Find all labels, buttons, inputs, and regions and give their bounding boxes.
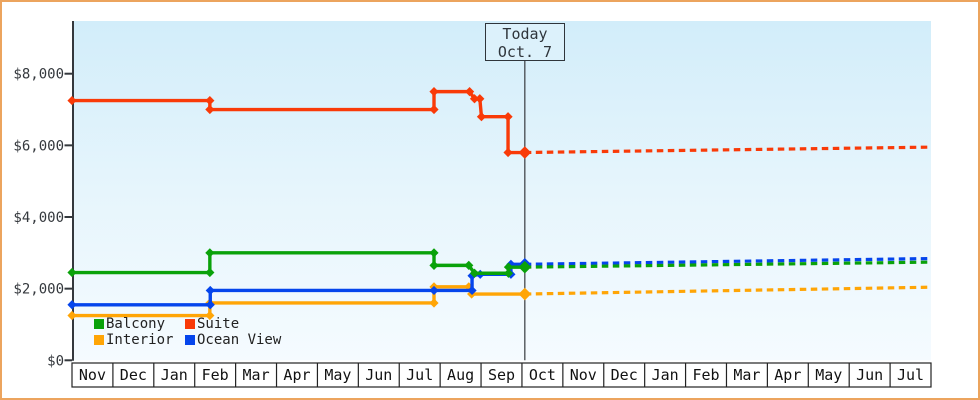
legend-item-interior: Interior <box>94 331 185 348</box>
y-axis-label: $0 <box>47 353 64 369</box>
data-point <box>518 146 532 159</box>
month-label: Mar <box>733 366 760 384</box>
month-label: Jan <box>161 366 188 384</box>
month-label: Jul <box>897 366 924 384</box>
month-label: Feb <box>202 366 229 384</box>
legend-item-balcony: Balcony <box>94 315 185 332</box>
month-label: Feb <box>692 366 719 384</box>
x-axis-row <box>71 362 932 388</box>
month-label: Oct <box>529 366 556 384</box>
legend-item-suite: Suite <box>185 315 281 332</box>
data-point <box>503 268 514 278</box>
y-axis-label: $2,000 <box>13 282 64 298</box>
month-label: Dec <box>611 366 638 384</box>
month-label: Sep <box>488 366 515 384</box>
today-title: Today <box>502 25 548 43</box>
data-point <box>475 94 485 104</box>
data-point <box>67 310 77 321</box>
series-projection-interior <box>524 285 931 296</box>
series-projection-ocean-view <box>524 256 931 266</box>
legend-label-balcony: Balcony <box>106 315 166 332</box>
data-point <box>429 104 439 115</box>
y-axis-label: $6,000 <box>13 138 64 154</box>
data-point <box>205 310 215 321</box>
data-point <box>518 260 532 274</box>
data-point <box>467 285 477 296</box>
data-point <box>476 112 487 122</box>
data-point <box>67 95 77 106</box>
series-projection-suite <box>524 145 931 155</box>
interior-swatch-icon <box>94 334 104 345</box>
month-label: Mar <box>243 366 270 384</box>
data-point <box>503 147 513 158</box>
plot-background <box>72 21 931 361</box>
month-label: Jan <box>652 366 679 384</box>
month-label: Apr <box>774 366 801 384</box>
data-point <box>205 248 215 258</box>
month-label: May <box>324 366 351 384</box>
month-label: Nov <box>79 366 106 384</box>
legend-label-ocean-view: Ocean View <box>197 331 282 348</box>
data-point <box>469 94 480 104</box>
legend-item-ocean-view: Ocean View <box>185 331 282 348</box>
today-date: Oct. 7 <box>497 43 553 61</box>
month-label: Apr <box>283 366 310 384</box>
data-point <box>67 267 77 278</box>
data-point <box>67 300 77 310</box>
data-point <box>429 298 439 308</box>
data-point <box>469 268 480 278</box>
ocean-view-swatch-icon <box>185 334 195 345</box>
data-point <box>464 260 474 270</box>
data-point <box>503 112 513 122</box>
month-label: Aug <box>447 366 474 384</box>
month-label: Dec <box>120 366 147 384</box>
month-label: Jun <box>365 366 392 384</box>
data-point <box>205 300 215 310</box>
data-point <box>205 104 215 115</box>
data-point <box>464 87 475 97</box>
month-label: Jul <box>406 366 433 384</box>
data-point <box>503 262 514 272</box>
data-point <box>429 87 439 97</box>
legend-label-suite: Suite <box>197 315 240 332</box>
y-axis-label: $4,000 <box>13 210 64 226</box>
data-point <box>429 260 439 270</box>
month-label: Nov <box>570 366 597 384</box>
data-point <box>205 267 215 278</box>
series-projection-balcony <box>524 260 931 269</box>
data-point <box>205 285 215 296</box>
suite-swatch-icon <box>185 318 195 329</box>
month-label: May <box>815 366 842 384</box>
month-label: Jun <box>856 366 883 384</box>
data-point <box>429 248 439 258</box>
data-point <box>205 95 215 106</box>
series-line-ocean-view <box>72 262 525 307</box>
data-point <box>429 285 439 296</box>
legend-label-interior: Interior <box>106 331 174 348</box>
data-point <box>518 287 532 301</box>
y-axis-label: $8,000 <box>13 67 64 83</box>
today-box: Today Oct. 7 <box>485 23 565 61</box>
balcony-swatch-icon <box>94 318 104 329</box>
legend: Balcony Suite Interior Ocean View <box>94 315 282 348</box>
